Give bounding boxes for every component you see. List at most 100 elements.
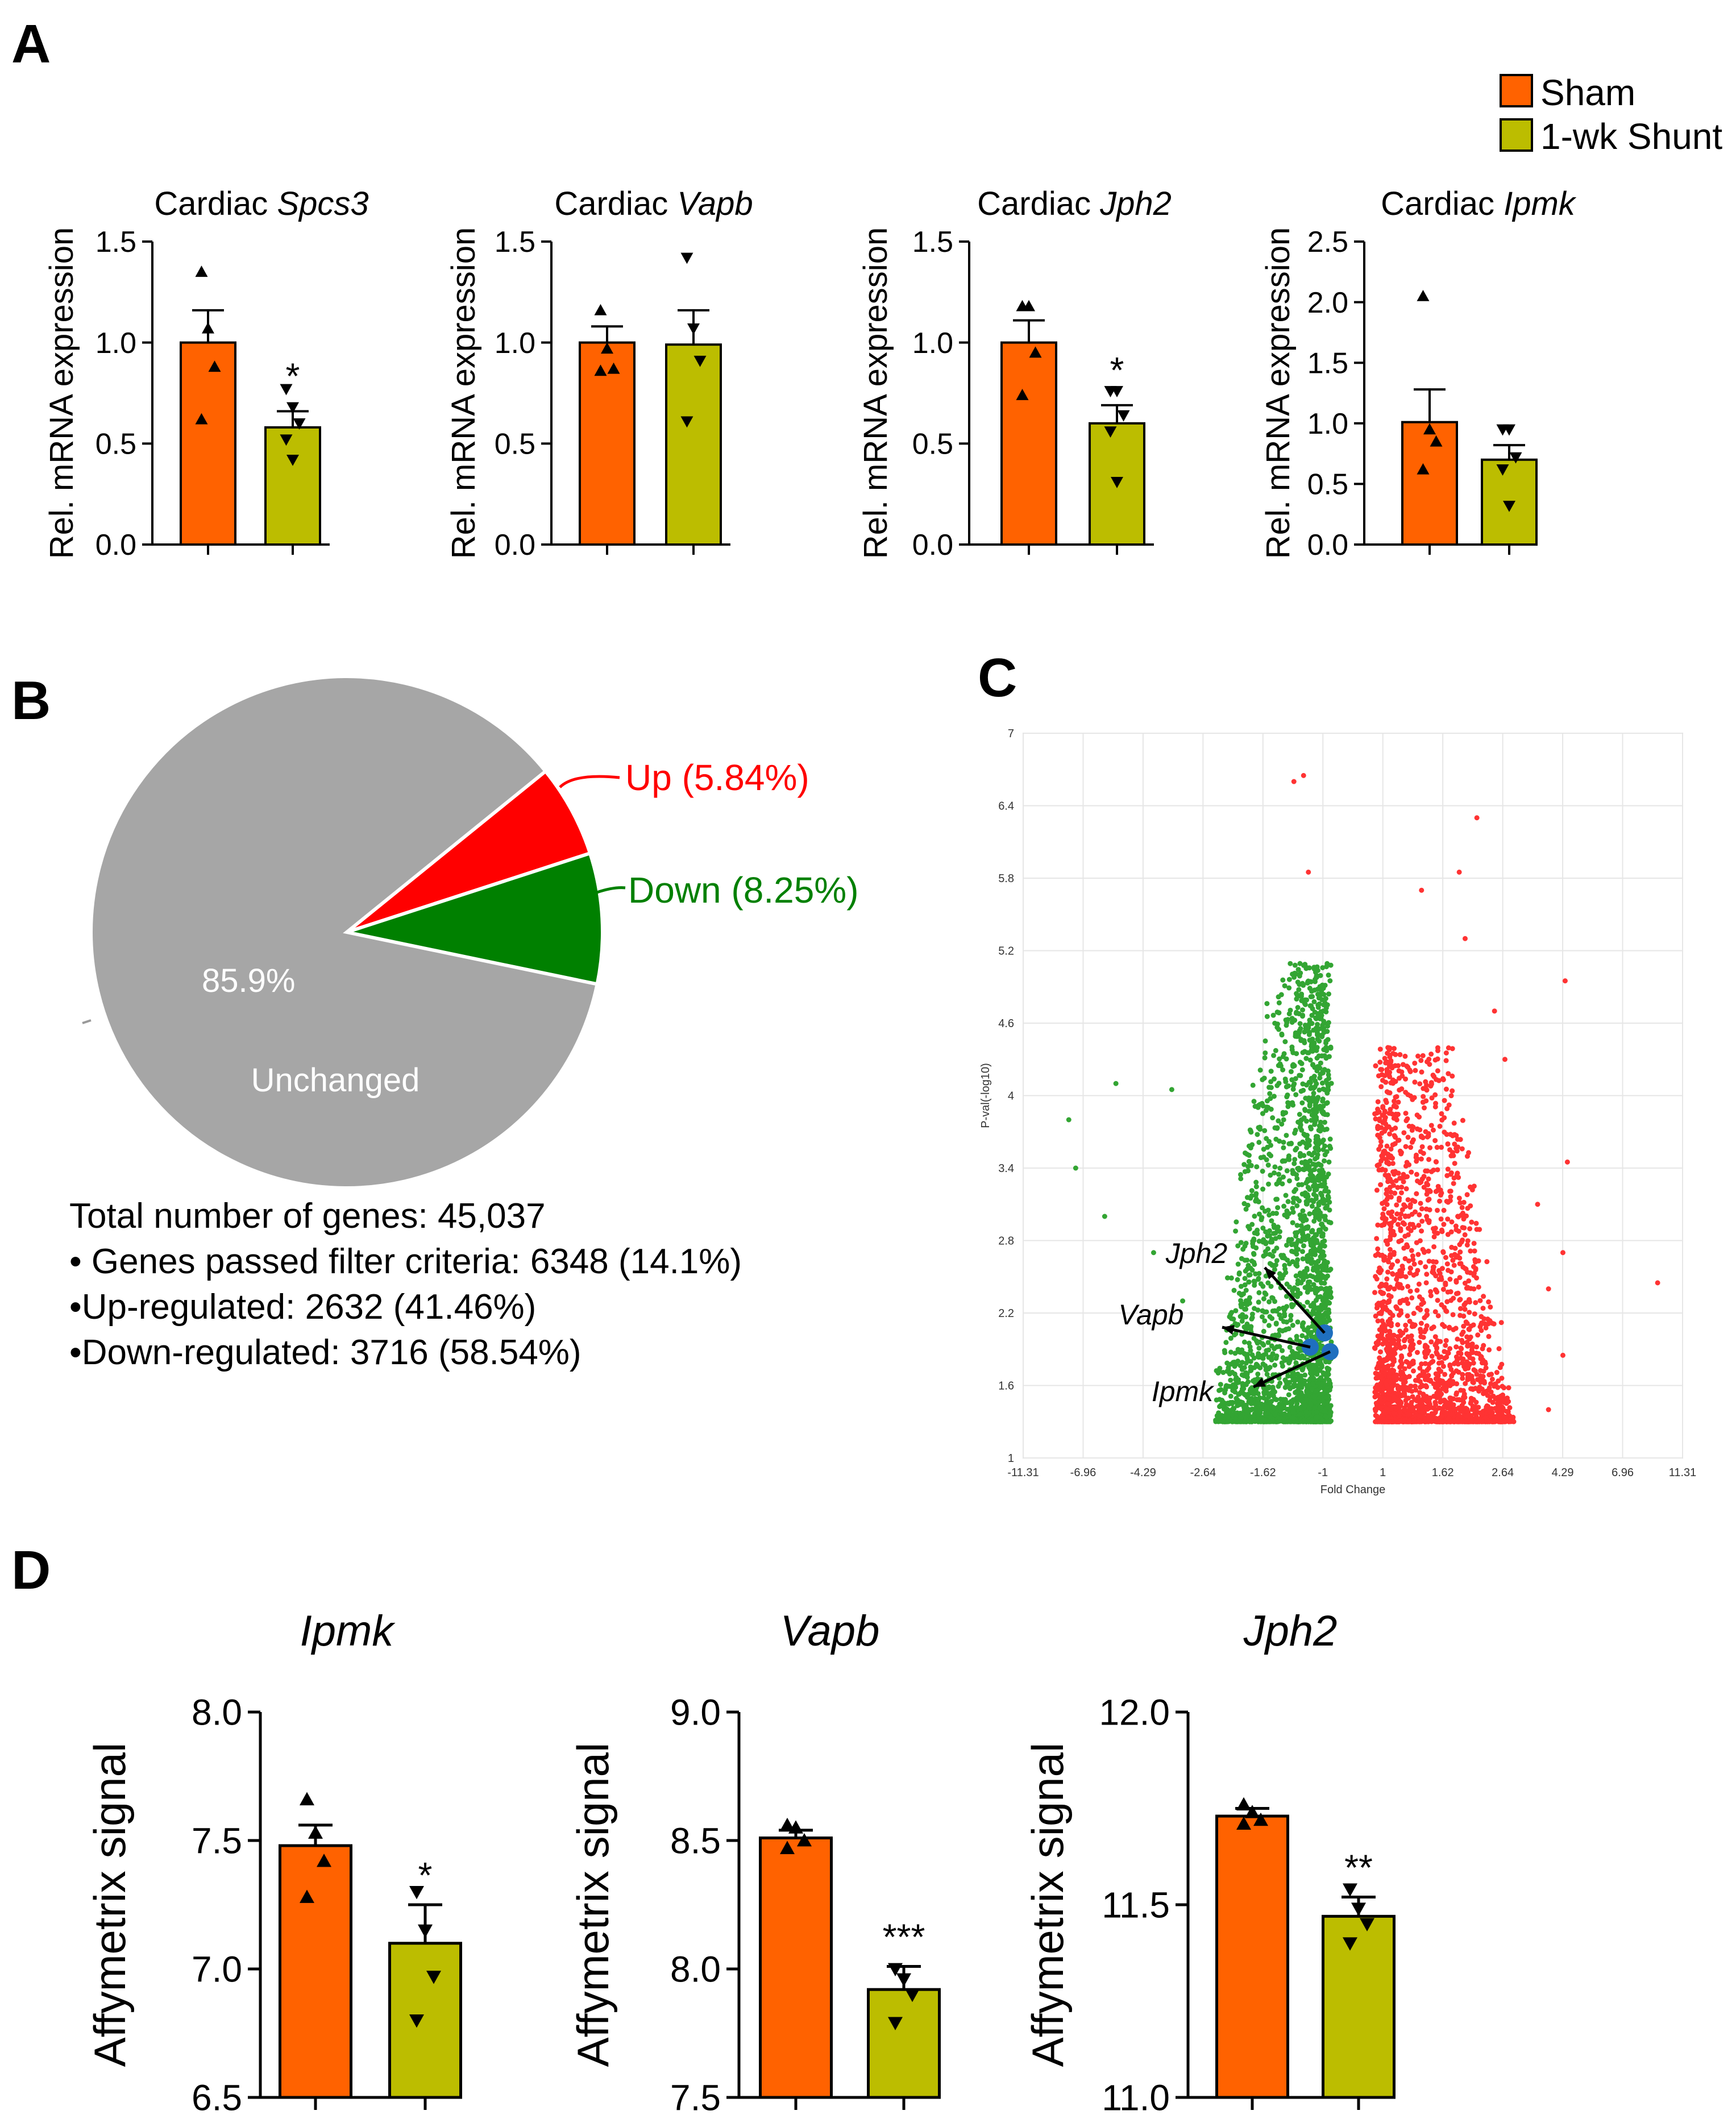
point-down: [1307, 1124, 1313, 1130]
point-up: [1418, 1133, 1424, 1139]
point-up: [1397, 1052, 1403, 1057]
point-up: [1381, 1206, 1387, 1212]
legend-label-sham: Sham: [1540, 72, 1635, 113]
point-down: [1293, 1241, 1299, 1247]
point-up: [1417, 1390, 1423, 1395]
point-down: [1319, 1193, 1324, 1198]
point-up: [1439, 1413, 1444, 1419]
point-up: [1447, 1189, 1453, 1194]
point-up: [1502, 1414, 1507, 1420]
point-up: [1470, 1349, 1476, 1355]
point-down: [1294, 1246, 1299, 1252]
y-tick-label: 1.6: [998, 1380, 1014, 1393]
point-down: [1323, 1292, 1328, 1298]
point-down: [1270, 1012, 1276, 1018]
point-up: [1396, 1068, 1402, 1074]
point-up: [1452, 1141, 1457, 1147]
point-up: [1486, 1347, 1492, 1353]
point-down: [1266, 1228, 1272, 1233]
point-down: [1304, 1266, 1310, 1272]
point-up: [1392, 1216, 1398, 1222]
point-up: [1373, 1385, 1378, 1391]
point-down: [1297, 1212, 1303, 1218]
point-down: [1316, 1216, 1322, 1222]
point-down: [1293, 1390, 1298, 1395]
point-up: [1432, 1225, 1438, 1231]
point-down: [1306, 1280, 1311, 1286]
point-up: [1373, 1116, 1378, 1122]
point-down: [1280, 977, 1286, 983]
point-up: [1378, 1311, 1384, 1316]
point-down: [1290, 1206, 1295, 1211]
point-down: [1309, 1075, 1314, 1081]
point-up: [1418, 1385, 1423, 1390]
point-up: [1438, 1274, 1444, 1280]
point-up: [1422, 1417, 1427, 1423]
point-down: [1231, 1360, 1236, 1365]
point-down: [1240, 1315, 1246, 1320]
point-down: [1223, 1387, 1228, 1393]
chart-title-gene: Ipmk: [1504, 185, 1577, 222]
point-up: [1400, 1266, 1406, 1272]
point-down: [1300, 1256, 1306, 1262]
point-up: [1444, 1132, 1450, 1137]
point-up: [1461, 1313, 1467, 1319]
point-up: [1486, 1333, 1492, 1339]
point-down: [1308, 1402, 1314, 1407]
point-up: [1483, 1365, 1489, 1371]
point-down: [1282, 1266, 1288, 1272]
point-down: [1318, 1060, 1323, 1066]
point-down: [1312, 1187, 1318, 1193]
point-down: [1277, 1165, 1283, 1171]
point-up: [1380, 1304, 1385, 1310]
point-up: [1385, 1286, 1391, 1292]
point-up: [1438, 1216, 1444, 1222]
y-tick-label: 0.0: [912, 529, 953, 562]
point-down: [1302, 1216, 1308, 1222]
point-down: [1314, 1269, 1320, 1274]
point-up: [1431, 1244, 1437, 1249]
chart-title: Cardiac Ipmk: [1381, 185, 1577, 222]
point-down: [1287, 1237, 1293, 1243]
point-down: [1266, 1391, 1272, 1397]
point-down: [1316, 1174, 1322, 1180]
point-down: [1302, 1372, 1308, 1378]
point-down: [1279, 1121, 1285, 1127]
point-up: [1431, 1234, 1437, 1240]
point-up: [1448, 1229, 1454, 1235]
point-down: [1265, 1411, 1271, 1416]
point-down: [1252, 1261, 1257, 1267]
point-up: [1497, 1394, 1503, 1399]
point-up: [1427, 1145, 1433, 1150]
point-up: [1478, 1368, 1484, 1373]
point-down: [1322, 1408, 1328, 1414]
point-down: [1284, 1294, 1289, 1299]
point-down: [1324, 1374, 1330, 1380]
point-up: [1407, 1222, 1413, 1227]
point-up: [1427, 1061, 1432, 1067]
point-up: [1448, 1132, 1453, 1137]
point-up: [1407, 1338, 1413, 1344]
point-up: [1469, 1345, 1475, 1351]
point-up: [1409, 1360, 1415, 1365]
point-up: [1492, 1384, 1497, 1389]
point-down: [1264, 1404, 1270, 1410]
point-down: [1235, 1358, 1241, 1364]
point-down: [1256, 1276, 1261, 1281]
point-down: [1291, 1170, 1297, 1176]
point-down: [1281, 1145, 1286, 1150]
point-down: [1253, 1245, 1259, 1250]
point-up: [1389, 1220, 1394, 1226]
point-down: [1314, 1388, 1319, 1394]
point-up: [1469, 1373, 1475, 1379]
point-up: [1390, 1272, 1396, 1277]
point-up: [1423, 1168, 1428, 1174]
chart-title-prefix: Cardiac: [554, 185, 677, 222]
point-up: [1448, 1298, 1454, 1303]
point-up: [1401, 1171, 1406, 1177]
point-up: [1446, 1045, 1451, 1051]
point-down: [1235, 1377, 1241, 1383]
point-up: [1401, 1338, 1407, 1344]
chart-title-prefix: Cardiac: [1381, 185, 1504, 222]
data-point-shunt: [1111, 477, 1123, 488]
